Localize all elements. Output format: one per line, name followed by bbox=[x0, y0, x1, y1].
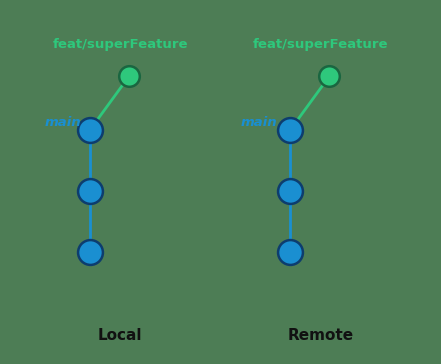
Point bbox=[86, 127, 93, 133]
Text: Local: Local bbox=[98, 328, 142, 343]
Text: main: main bbox=[240, 116, 277, 129]
Point bbox=[86, 188, 93, 194]
Point bbox=[326, 74, 333, 79]
Point bbox=[287, 249, 294, 255]
Point bbox=[287, 188, 294, 194]
Point bbox=[86, 249, 93, 255]
Text: main: main bbox=[44, 116, 81, 129]
Text: Remote: Remote bbox=[288, 328, 354, 343]
Point bbox=[126, 74, 133, 79]
Text: feat/superFeature: feat/superFeature bbox=[253, 38, 389, 51]
Point bbox=[287, 127, 294, 133]
Text: feat/superFeature: feat/superFeature bbox=[52, 38, 188, 51]
